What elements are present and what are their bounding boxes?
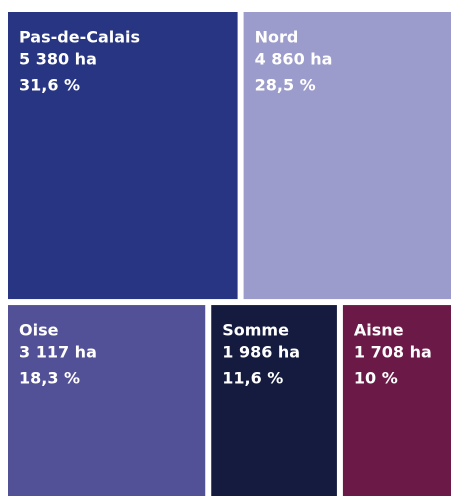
value-label: 1 708 ha: [354, 343, 432, 362]
value-label: 3 117 ha: [19, 343, 97, 362]
tile-label: Oise: [19, 321, 59, 340]
tile: [8, 12, 238, 300]
tile: [8, 305, 206, 496]
tile-label: Nord: [255, 28, 299, 47]
value-label: 5 380 ha: [19, 50, 97, 69]
tile-label: Pas-de-Calais: [19, 28, 140, 47]
tile: [342, 305, 451, 496]
share-label: 11,6 %: [222, 369, 283, 388]
tile-label: Aisne: [354, 321, 404, 340]
share-label: 10 %: [354, 369, 398, 388]
share-label: 28,5 %: [255, 76, 316, 95]
value-label: 1 986 ha: [222, 343, 300, 362]
tile: [243, 12, 451, 300]
tile: [211, 305, 337, 496]
value-label: 4 860 ha: [255, 50, 333, 69]
tile-label: Somme: [222, 321, 289, 340]
share-label: 31,6 %: [19, 76, 80, 95]
share-label: 18,3 %: [19, 369, 80, 388]
